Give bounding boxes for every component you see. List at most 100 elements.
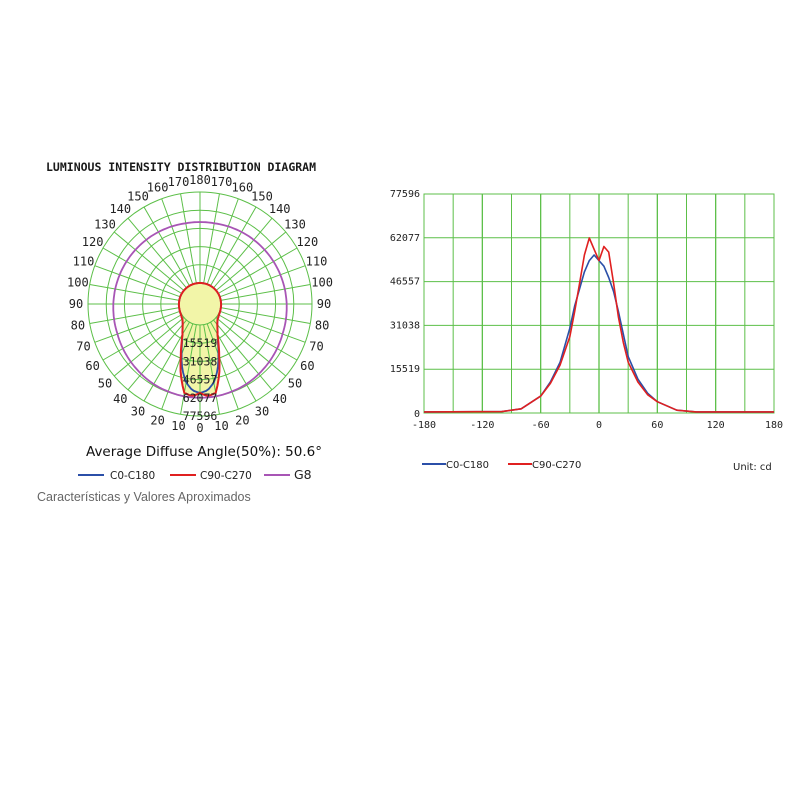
polar-spoke [161,198,194,285]
polar-angle-label: 60 [300,359,314,373]
line-chart-x-tick: 120 [707,420,725,431]
polar-angle-label: 50 [288,377,302,391]
polar-spoke [219,265,306,298]
polar-angle-labels: 0 10 2030405060708090100110120130140150160… [67,173,333,435]
polar-angle-label: 10 [171,419,185,433]
line-series-c90 [423,237,774,413]
polar-ring-label: 77596 [183,409,218,423]
polar-spoke [203,193,220,284]
legend-label-c90: C90-C270 [200,470,252,482]
line-chart-grid [423,193,775,414]
polar-angle-label: 40 [272,392,286,406]
polar-angle-label: 20 [235,414,249,428]
polar-angle-label: 80 [71,319,85,333]
polar-angle-label: 60 [85,359,99,373]
polar-angle-label: 140 [109,202,131,216]
polar-angle-label: 20 [150,414,164,428]
polar-spoke [217,247,298,294]
polar-ring-label: 15519 [183,336,218,350]
line-chart-y-tick: 0 [414,409,420,420]
polar-spoke [220,307,311,324]
legend-label-g8: G8 [294,467,312,482]
unit-label: Unit: cd [733,462,772,473]
polar-angle-label: 150 [127,190,149,204]
polar-curve-g8 [112,221,288,399]
polar-spoke [215,231,287,291]
polar-ring-label: 31038 [183,354,218,368]
polar-spoke [94,265,181,298]
polar-grid [87,191,313,417]
polar-spoke [215,317,287,377]
average-diffuse-angle: Average Diffuse Angle(50%): 50.6° [86,444,322,460]
polar-spoke [127,217,187,289]
polar-angle-label: 180 [189,173,211,187]
polar-spoke [113,231,185,291]
polar-angle-label: 110 [73,255,95,269]
polar-curves [112,221,288,399]
polar-spoke [217,314,298,361]
line-chart-y-tick: 62077 [390,233,420,244]
polar-angle-label: 40 [113,392,127,406]
polar-angle-label: 130 [284,217,306,231]
polar-angle-label: 10 [214,419,228,433]
polar-angle-label: 80 [315,319,329,333]
polar-spoke [102,247,183,294]
line-chart-x-tick-labels: -180 -120 -60 0 60 120 180 [412,420,783,431]
polar-spoke [113,317,185,377]
line-chart-y-tick: 77596 [390,189,420,200]
polar-angle-label: 70 [309,339,323,353]
polar-angle-label: 130 [94,217,116,231]
polar-ring-label: 46557 [183,373,218,387]
polar-angle-label: 160 [232,181,254,195]
polar-angle-label: 120 [297,235,319,249]
polar-angle-label: 100 [67,276,89,290]
line-chart-x-tick: 0 [596,420,602,431]
polar-angle-label: 30 [131,404,145,418]
polar-ring-labels: 15519 31038 46557 62077 77596 [183,336,218,423]
polar-spoke [94,310,181,343]
polar-spoke [89,284,180,301]
legend-label-c0: C0-C180 [110,470,155,482]
polar-angle-label: 150 [251,190,273,204]
polar-angle-label: 90 [69,297,83,311]
polar-spoke [219,310,306,343]
polar-spoke [203,324,220,415]
lc-legend-label-c90: C90-C270 [532,460,581,471]
polar-spoke [206,198,239,285]
line-chart-y-tick: 15519 [390,364,420,375]
line-chart: 0 15519 31038 46557 62077 77596 -180 -120 -60 0 6… [390,189,783,431]
polar-angle-label: 30 [255,404,269,418]
polar-angle-label: 160 [147,181,169,195]
polar-spoke [89,307,180,324]
polar-spoke [213,217,273,289]
polar-angle-label: 90 [317,297,331,311]
polar-spoke [180,324,197,415]
polar-spoke [210,206,257,287]
footer-note: Características y Valores Aproximados [37,490,251,504]
line-chart-x-tick: 60 [651,420,663,431]
polar-spoke [180,193,197,284]
lc-legend-label-c0: C0-C180 [446,460,489,471]
line-chart-x-tick: 180 [765,420,783,431]
polar-spoke [143,206,190,287]
polar-angle-label: 120 [82,235,104,249]
polar-legend: C0-C180 C90-C270 G8 [78,467,312,482]
polar-angle-label: 110 [306,255,328,269]
polar-angle-label: 70 [76,339,90,353]
polar-spoke [206,323,239,410]
polar-spoke [127,319,187,391]
polar-spoke [220,284,311,301]
line-chart-series [423,237,774,413]
polar-ring-label: 62077 [183,391,218,405]
line-chart-y-tick: 31038 [390,320,420,331]
polar-curve-c90 [177,282,223,397]
page-title: LUMINOUS INTENSITY DISTRIBUTION DIAGRAM [46,160,316,174]
polar-spoke [161,323,194,410]
line-chart-x-tick: -180 [412,420,436,431]
polar-spoke [102,314,183,361]
polar-angle-label: 0 [196,421,203,435]
polar-angle-label: 100 [311,276,333,290]
line-chart-y-tick-labels: 0 15519 31038 46557 62077 77596 [390,189,420,420]
